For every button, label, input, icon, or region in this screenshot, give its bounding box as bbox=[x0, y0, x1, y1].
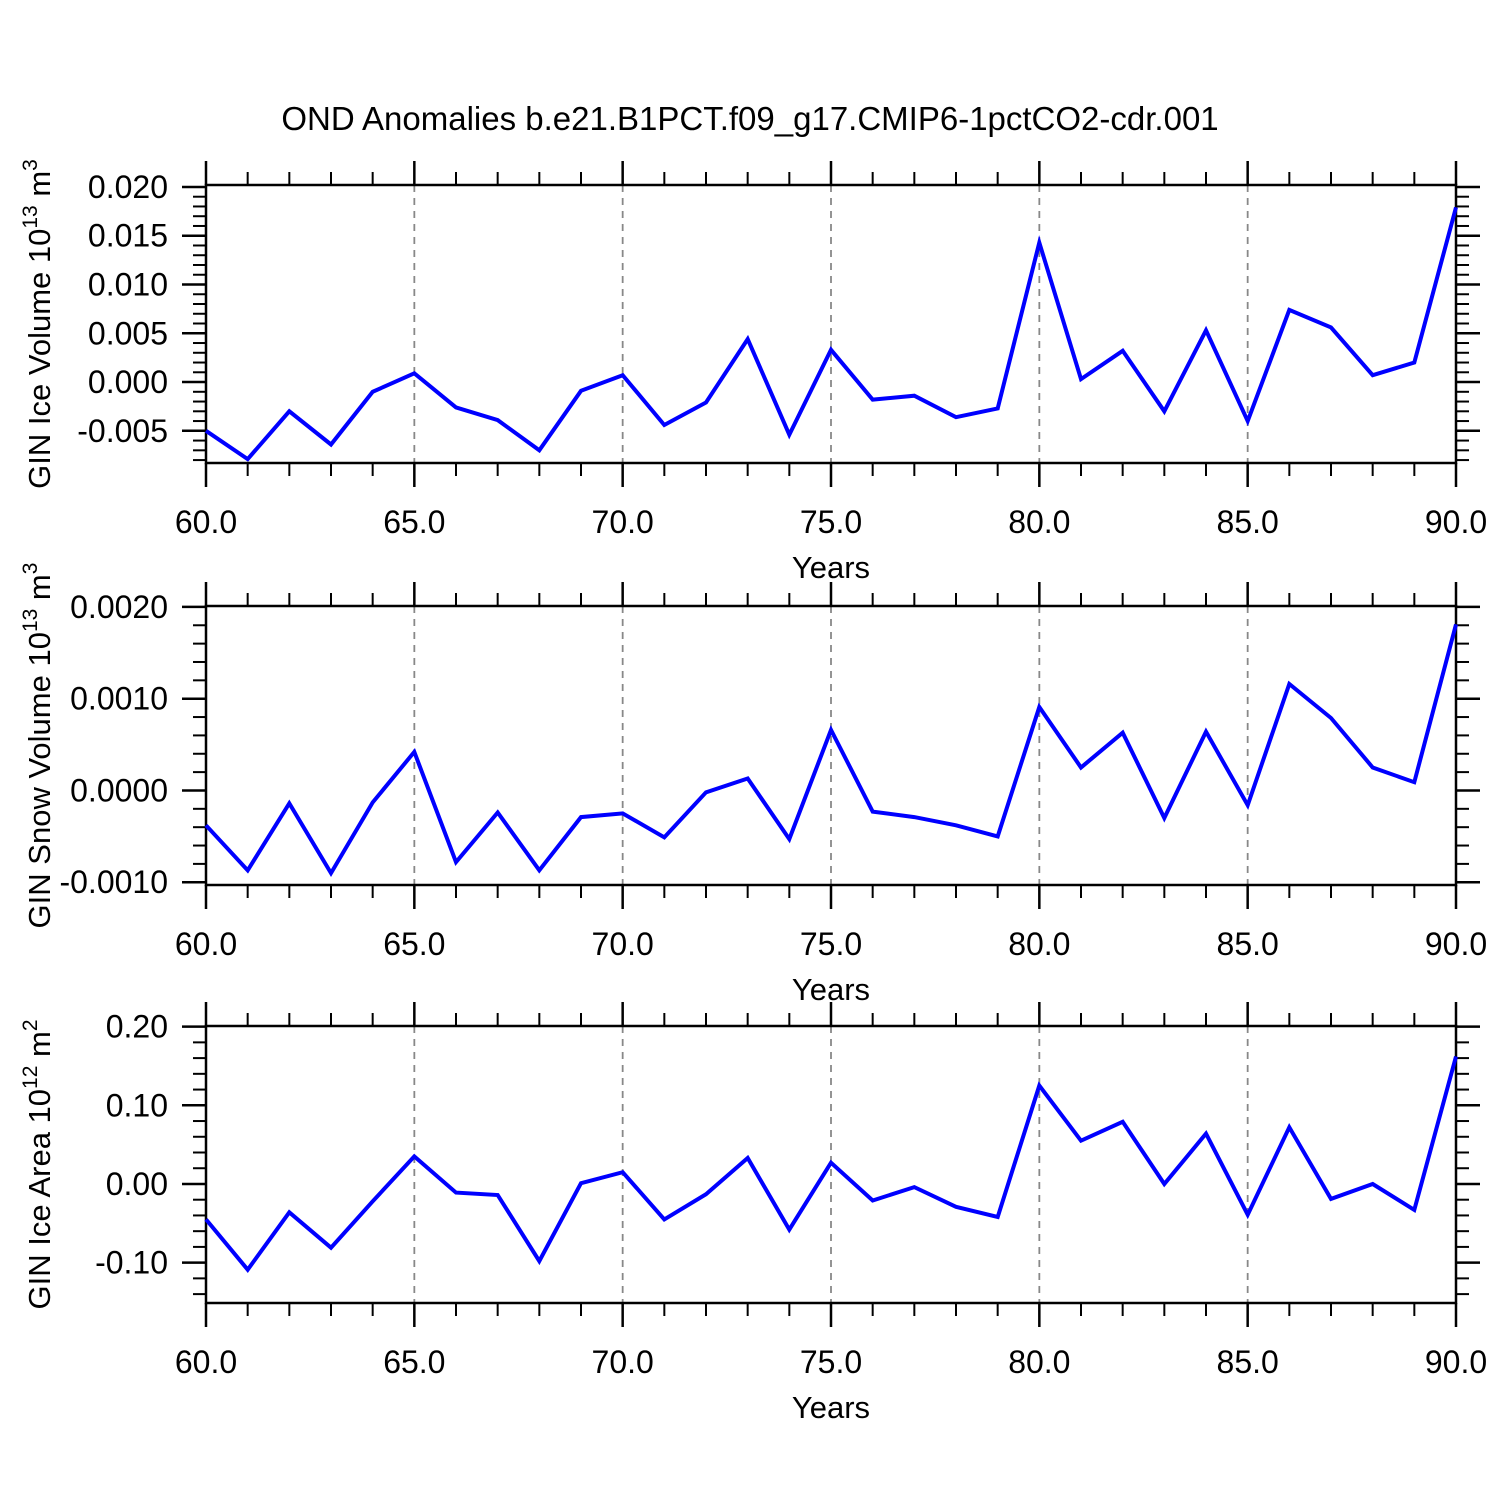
data-line-series-2 bbox=[204, 623, 1458, 878]
y-tick-label: 0.00 bbox=[106, 1166, 168, 1202]
x-tick-label: 90.0 bbox=[1425, 504, 1487, 540]
y-tick-label: 0.005 bbox=[88, 315, 168, 351]
y-tick-label: 0.0000 bbox=[70, 772, 168, 808]
y-tick-label: 0.015 bbox=[88, 218, 168, 254]
x-axis-title: Years bbox=[792, 1390, 870, 1425]
y-tick-label: -0.10 bbox=[95, 1245, 168, 1281]
y-axis-title: GIN Ice Volume 1013 m3 bbox=[19, 159, 57, 489]
y-tick-label: 0.10 bbox=[106, 1087, 168, 1123]
x-tick-label: 75.0 bbox=[800, 926, 862, 962]
x-tick-label: 80.0 bbox=[1008, 504, 1070, 540]
x-tick-label: 85.0 bbox=[1217, 926, 1279, 962]
x-tick-label: 85.0 bbox=[1217, 1344, 1279, 1380]
x-tick-label: 90.0 bbox=[1425, 926, 1487, 962]
y-tick-label: 0.020 bbox=[88, 169, 168, 205]
x-tick-label: 85.0 bbox=[1217, 504, 1279, 540]
x-tick-label: 70.0 bbox=[592, 1344, 654, 1380]
x-tick-label: 75.0 bbox=[800, 504, 862, 540]
x-tick-label: 70.0 bbox=[592, 926, 654, 962]
x-tick-label: 65.0 bbox=[383, 1344, 445, 1380]
x-tick-label: 70.0 bbox=[592, 504, 654, 540]
data-line-series-3 bbox=[204, 1055, 1458, 1273]
x-tick-label: 65.0 bbox=[383, 504, 445, 540]
x-tick-label: 60.0 bbox=[175, 1344, 237, 1380]
panel-3: 60.0 65.0 70.0 75.0 80.0 85.0 90.0 Years -0.10 0.… bbox=[19, 1002, 1487, 1425]
x-tick-label: 80.0 bbox=[1008, 1344, 1070, 1380]
x-axis-title: Years bbox=[792, 550, 870, 585]
x-tick-label: 75.0 bbox=[800, 1344, 862, 1380]
y-axis-title: GIN Ice Area 1012 m2 bbox=[19, 1019, 57, 1309]
y-tick-label: 0.010 bbox=[88, 266, 168, 302]
y-tick-label: -0.0010 bbox=[59, 864, 168, 900]
x-tick-label: 80.0 bbox=[1008, 926, 1070, 962]
plot-title: OND Anomalies b.e21.B1PCT.f09_g17.CMIP6-… bbox=[281, 100, 1218, 137]
x-tick-label: 60.0 bbox=[175, 926, 237, 962]
x-tick-label: 90.0 bbox=[1425, 1344, 1487, 1380]
x-tick-label: 60.0 bbox=[175, 504, 237, 540]
y-tick-label: 0.000 bbox=[88, 364, 168, 400]
y-tick-label: 0.0010 bbox=[70, 681, 168, 717]
y-axis-title: GIN Snow Volume 1013 m3 bbox=[19, 563, 57, 929]
y-tick-label: -0.005 bbox=[77, 413, 168, 449]
panel-2: 60.0 65.0 70.0 75.0 80.0 85.0 90.0 Years -0.0010… bbox=[19, 563, 1487, 1007]
x-tick-label: 65.0 bbox=[383, 926, 445, 962]
data-line-series-1 bbox=[204, 206, 1458, 462]
x-axis-title: Years bbox=[792, 972, 870, 1007]
y-tick-label: 0.20 bbox=[106, 1009, 168, 1045]
y-tick-label: 0.0020 bbox=[70, 589, 168, 625]
panel-1: 60.0 65.0 70.0 75.0 80.0 85.0 90.0 Years -0.005 0… bbox=[19, 159, 1487, 585]
